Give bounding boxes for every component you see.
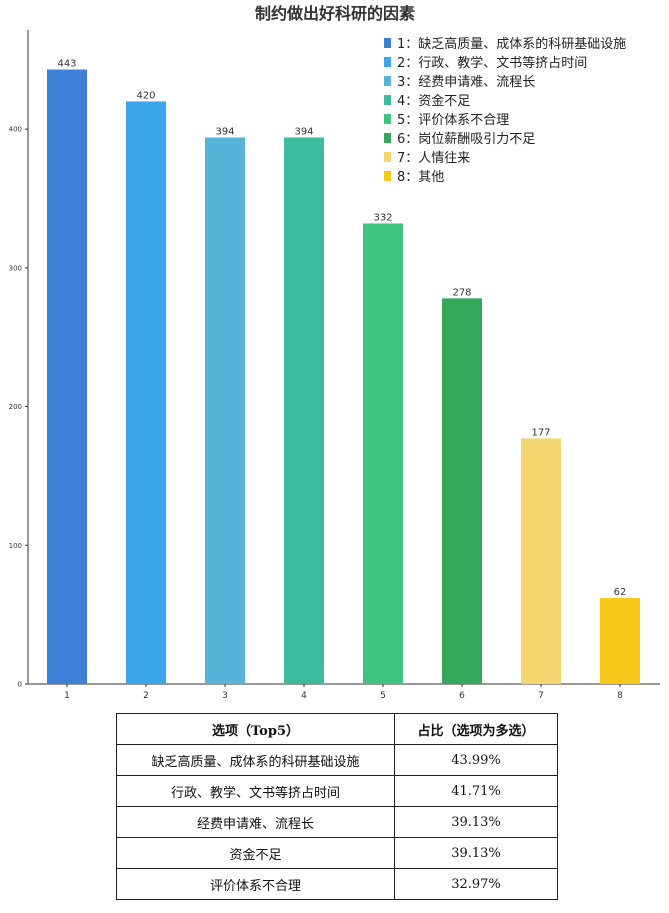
table-header-option: 选项（Top5） [116, 713, 395, 745]
bar-8 [600, 598, 640, 684]
y-tick-label: 400 [9, 126, 22, 134]
bar-4 [284, 137, 324, 684]
legend-label: 8：其他 [397, 170, 444, 185]
table-row: 行政、教学、文书等挤占时间 41.71% [116, 775, 558, 807]
bar-7 [521, 438, 561, 684]
bar-6 [442, 298, 482, 684]
data-label: 394 [294, 126, 313, 137]
bar-chart: 制约做出好科研的因素 0 100 200 300 400 1 2 3 4 5 6 7 8 443 420… [9, 4, 660, 700]
x-tick-label: 5 [380, 691, 386, 700]
legend-swatch [384, 152, 391, 162]
legend-swatch [384, 38, 391, 48]
x-tick-label: 3 [222, 691, 228, 700]
legend-label: 7：人情往来 [397, 151, 470, 166]
table-cell-option: 经费申请难、流程长 [116, 806, 395, 838]
table-cell-share: 39.13% [394, 837, 558, 869]
legend-label: 4：资金不足 [397, 93, 470, 109]
legend: 1：缺乏高质量、成体系的科研基础设施 2：行政、教学、文书等挤占时间 3：经费申请难… [384, 36, 626, 185]
legend-label: 2：行政、教学、文书等挤占时间 [397, 55, 587, 71]
table-cell-option: 评价体系不合理 [116, 868, 395, 900]
x-tick-label: 8 [617, 691, 623, 700]
table-cell-option: 缺乏高质量、成体系的科研基础设施 [116, 744, 395, 776]
table-row: 评价体系不合理 32.97% [116, 868, 558, 900]
table-row: 缺乏高质量、成体系的科研基础设施 43.99% [116, 744, 558, 776]
x-tick-label: 7 [538, 691, 544, 700]
summary-table: 选项（Top5） 占比（选项为多选） 缺乏高质量、成体系的科研基础设施 43.9… [116, 713, 558, 900]
legend-label: 1：缺乏高质量、成体系的科研基础设施 [397, 36, 626, 52]
bar-3 [205, 137, 245, 684]
legend-swatch [384, 171, 391, 181]
table-row: 经费申请难、流程长 39.13% [116, 806, 558, 838]
table-cell-share: 41.71% [394, 775, 558, 807]
legend-label: 6：岗位薪酬吸引力不足 [397, 132, 535, 147]
x-tick-label: 4 [301, 691, 307, 700]
data-label: 443 [57, 59, 76, 70]
legend-label: 5：评价体系不合理 [397, 113, 509, 128]
data-label: 394 [215, 126, 234, 137]
y-tick-label: 300 [9, 264, 22, 272]
bar-5 [363, 223, 403, 684]
legend-swatch [384, 133, 391, 143]
bar-2 [126, 101, 166, 684]
x-tick-label: 1 [64, 691, 70, 700]
table-cell-share: 39.13% [394, 806, 558, 838]
x-tick-label: 6 [459, 691, 465, 700]
y-tick-label: 200 [9, 403, 22, 411]
table-header-row: 选项（Top5） 占比（选项为多选） [116, 713, 558, 745]
table-row: 资金不足 39.13% [116, 837, 558, 869]
legend-swatch [384, 114, 391, 124]
y-tick-label: 100 [9, 542, 22, 550]
table-cell-option: 资金不足 [116, 837, 395, 869]
data-label: 420 [136, 90, 155, 101]
data-label: 62 [614, 587, 627, 598]
bar-1 [47, 69, 87, 685]
table-cell-share: 43.99% [394, 744, 558, 776]
legend-swatch [384, 76, 391, 86]
y-tick-label: 0 [18, 681, 22, 689]
x-tick-label: 2 [143, 691, 149, 700]
chart-title: 制约做出好科研的因素 [255, 4, 415, 23]
data-label: 177 [531, 427, 550, 438]
table-header-share: 占比（选项为多选） [394, 713, 558, 745]
table-cell-option: 行政、教学、文书等挤占时间 [116, 775, 395, 807]
data-label: 278 [452, 287, 471, 298]
legend-swatch [384, 57, 391, 67]
table-cell-share: 32.97% [394, 868, 558, 900]
legend-swatch [384, 95, 391, 105]
data-label: 332 [373, 212, 392, 223]
legend-label: 3：经费申请难、流程长 [397, 75, 535, 90]
